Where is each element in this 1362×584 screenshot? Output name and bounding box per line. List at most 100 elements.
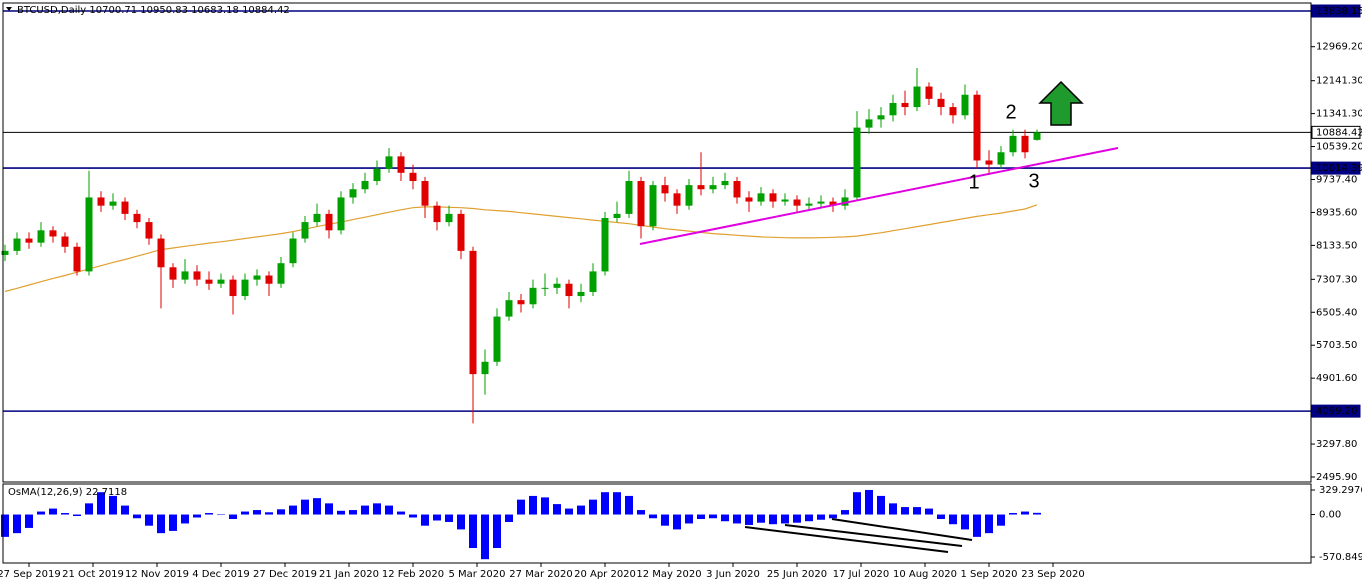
- osma-bar: [505, 514, 513, 522]
- osma-bar: [625, 495, 633, 515]
- level-label-box: [1311, 404, 1361, 418]
- candle-body: [553, 283, 561, 288]
- osma-bar: [589, 499, 597, 515]
- indicator-tick-label: 329.2976: [1319, 485, 1362, 496]
- x-tick-label: 20 Apr 2020: [574, 569, 636, 580]
- candle-body: [61, 236, 69, 247]
- osma-bar: [373, 503, 381, 515]
- y-tick-label: 10539.20: [1316, 142, 1362, 153]
- annotation: 1: [968, 171, 979, 193]
- candle-body: [865, 119, 873, 128]
- osma-bar: [781, 514, 789, 524]
- candle-body: [193, 271, 201, 280]
- osma-bar: [1009, 513, 1017, 515]
- osma-bar: [277, 509, 285, 515]
- candle-body: [769, 193, 777, 202]
- candle-body: [121, 201, 129, 214]
- osma-bar: [601, 492, 609, 515]
- osma-bar: [541, 497, 549, 515]
- osma-bar: [325, 503, 333, 515]
- osma-bar: [1021, 511, 1029, 515]
- osma-bar: [49, 508, 57, 515]
- x-tick-label: 27 Dec 2019: [253, 569, 317, 580]
- annotation: 3: [1028, 170, 1039, 192]
- y-tick-label: 7307.30: [1316, 274, 1357, 285]
- osma-bar: [145, 514, 153, 526]
- candle-body: [565, 283, 573, 297]
- osma-bar: [649, 514, 657, 519]
- osma-bar: [985, 514, 993, 534]
- candle-body: [73, 246, 81, 272]
- candle-body: [613, 213, 621, 218]
- osma-bar: [301, 499, 309, 515]
- osma-bar: [133, 514, 141, 519]
- osma-bar: [13, 514, 21, 534]
- osma-bar: [529, 495, 537, 515]
- candle-body: [937, 98, 945, 108]
- candle-body: [421, 181, 429, 206]
- osma-bar: [37, 511, 45, 515]
- plot-layer: 2495.90 3297.80 4901.60 5703.50 6505.40 7307.…: [0, 4, 1362, 580]
- moving-average: [4, 204, 1038, 293]
- candle-body: [253, 275, 261, 280]
- candle-body: [277, 263, 285, 284]
- candle-body: [265, 275, 273, 284]
- osma-bar: [877, 495, 885, 515]
- candle-body: [373, 168, 381, 182]
- candle-body: [37, 230, 45, 243]
- y-tick-label: 12969.20: [1316, 42, 1362, 53]
- candle-body: [289, 238, 297, 264]
- level-label: 10884.42: [1316, 127, 1362, 138]
- osma-bar: [733, 514, 741, 524]
- x-tick-label: 27 Mar 2020: [509, 569, 572, 580]
- osma-bar: [121, 505, 129, 515]
- osma-bar: [577, 505, 585, 515]
- x-tick-label: 4 Dec 2019: [192, 569, 250, 580]
- x-tick-label: 21 Jan 2020: [319, 569, 379, 580]
- osma-bar: [973, 514, 981, 537]
- candle-body: [709, 185, 717, 190]
- candle-body: [49, 230, 57, 237]
- indicator-tick-label: 0.00: [1319, 510, 1341, 521]
- candle-body: [733, 181, 741, 198]
- candle-body: [637, 181, 645, 227]
- osma-bar: [229, 514, 237, 519]
- x-tick-label: 5 Mar 2020: [448, 569, 505, 580]
- candle-body: [649, 185, 657, 227]
- osma-bar: [361, 505, 369, 515]
- osma-bar: [157, 514, 165, 534]
- level-label-box: [1311, 125, 1361, 139]
- candle-body: [697, 185, 705, 190]
- candle-body: [577, 291, 585, 297]
- candle-body: [445, 213, 453, 223]
- osma-bar: [385, 505, 393, 515]
- osma-bar: [517, 499, 525, 515]
- candle-body: [337, 197, 345, 231]
- osma-bar: [553, 504, 561, 515]
- candle-body: [673, 193, 681, 206]
- candle-body: [541, 287, 549, 289]
- chart-title: BTCUSD,Daily 10700.71 10950.83 10683.18 …: [17, 5, 290, 16]
- osma-bar: [889, 503, 897, 515]
- candle-body: [1021, 135, 1029, 153]
- osma-bar: [661, 514, 669, 526]
- divergence-line: [831, 518, 973, 541]
- candle-body: [397, 156, 405, 173]
- candle-body: [313, 213, 321, 223]
- osma-bar: [241, 511, 249, 515]
- x-tick-label: 12 Nov 2019: [125, 569, 189, 580]
- osma-bar: [817, 514, 825, 520]
- indicator-title: OsMA(12,26,9) 22.7118: [8, 487, 127, 498]
- osma-bar: [349, 510, 357, 515]
- candle-body: [157, 238, 165, 268]
- candle-body: [85, 197, 93, 272]
- x-tick-label: 23 Sep 2020: [1021, 569, 1084, 580]
- candle-body: [889, 102, 897, 116]
- osma-bar: [73, 514, 81, 517]
- candle-body: [469, 250, 477, 375]
- y-tick-label: 8935.60: [1316, 207, 1357, 218]
- osma-bar: [265, 512, 273, 515]
- y-tick-label: 2495.90: [1316, 472, 1357, 483]
- candle-body: [529, 287, 537, 305]
